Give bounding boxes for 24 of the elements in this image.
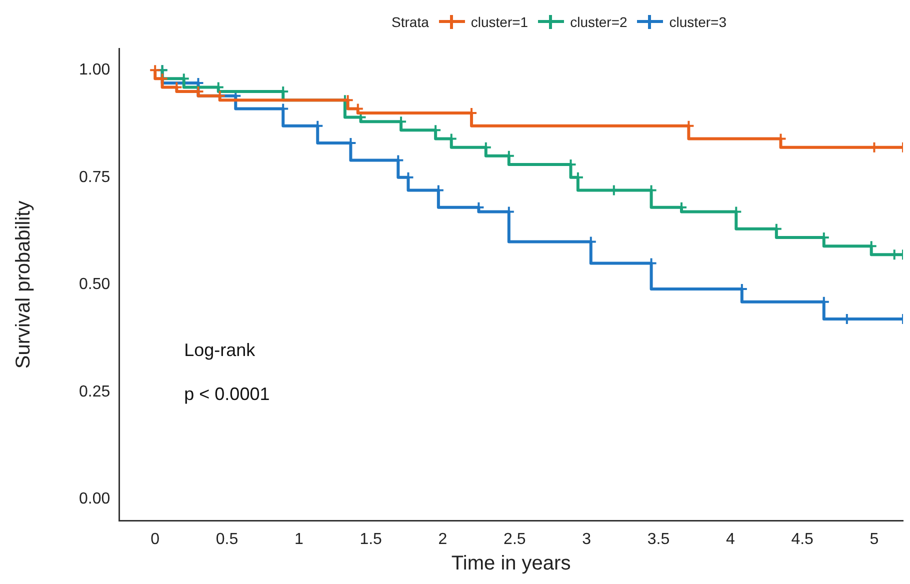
legend-label: cluster=2 <box>570 14 628 30</box>
x-tick-label: 0 <box>150 530 160 548</box>
x-tick-label: 2 <box>438 530 448 548</box>
x-axis-title: Time in years <box>451 552 571 575</box>
x-tick-label: 3.5 <box>647 530 670 548</box>
x-tick-label: 2.5 <box>504 530 526 548</box>
y-tick-label: 0.75 <box>79 168 110 186</box>
x-tick-label: 1 <box>294 530 304 548</box>
legend-label: cluster=3 <box>669 14 726 30</box>
x-tick-label: 4.5 <box>791 530 814 548</box>
annotation: p < 0.0001 <box>184 384 270 404</box>
x-tick-label: 1.5 <box>360 530 382 548</box>
x-tick-label: 5 <box>870 530 879 548</box>
y-tick-label: 0.25 <box>79 383 110 400</box>
y-tick-label: 0.00 <box>79 490 110 508</box>
legend-title: Strata <box>392 14 429 30</box>
y-axis-title: Survival probability <box>12 200 35 369</box>
y-tick-label: 0.50 <box>79 276 110 294</box>
legend-label: cluster=1 <box>470 14 528 30</box>
x-tick-label: 0.5 <box>216 530 238 548</box>
y-tick-label: 1.00 <box>79 61 110 78</box>
x-tick-label: 4 <box>726 530 735 548</box>
annotation: Log-rank <box>184 340 256 360</box>
x-tick-label: 3 <box>582 530 592 548</box>
